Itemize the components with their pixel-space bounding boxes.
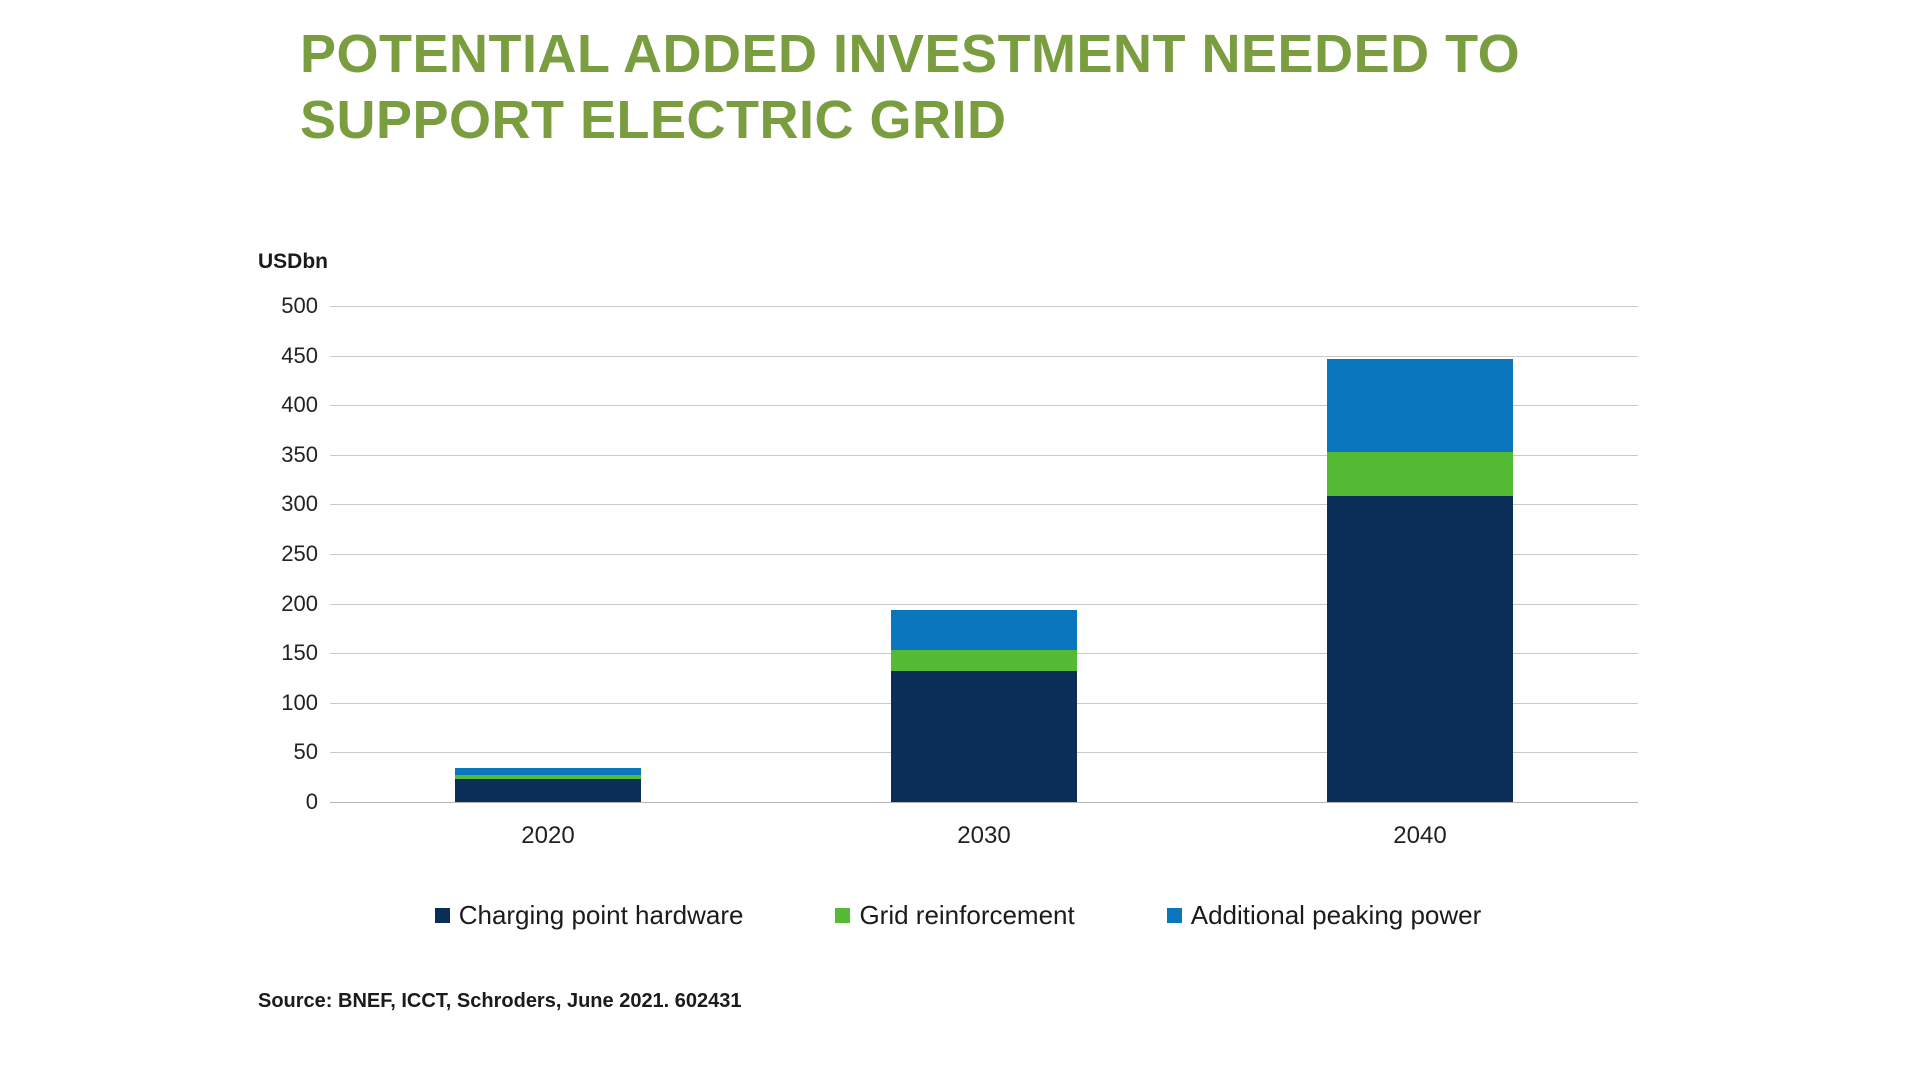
- bar-segment[interactable]: [1327, 451, 1513, 497]
- bar-segment[interactable]: [891, 671, 1077, 802]
- y-axis-tick-label: 250: [281, 541, 318, 566]
- gridline: [330, 454, 1638, 456]
- y-axis-tick-label: 150: [281, 640, 318, 666]
- x-axis-tick-label: 2020: [521, 822, 575, 849]
- chart-container: USDbn 0 50 100 150 200 250 300 350 400 450 500 2020…: [258, 250, 1658, 849]
- y-axis-tick-label: 450: [281, 342, 318, 368]
- bar-2040[interactable]: [1327, 358, 1513, 802]
- y-axis-unit-label: USDbn: [258, 250, 328, 273]
- bar-segment[interactable]: [455, 768, 641, 776]
- legend-item[interactable]: Additional peaking power: [1166, 900, 1482, 931]
- bar-2020[interactable]: [455, 768, 641, 802]
- y-axis-tick-label: 50: [293, 739, 318, 765]
- legend-swatch-icon: [1166, 908, 1182, 923]
- y-axis-tick-label: 500: [281, 293, 318, 318]
- page-title: POTENTIAL ADDED INVESTMENT NEEDED TO SUP…: [300, 24, 1521, 150]
- legend-swatch-icon: [835, 908, 851, 923]
- legend-label: Grid reinforcement: [859, 900, 1075, 930]
- legend-label: Additional peaking power: [1190, 900, 1482, 930]
- gridline: [330, 355, 1638, 357]
- bar-segment[interactable]: [891, 609, 1077, 651]
- y-axis-tick-label: 100: [281, 689, 318, 715]
- chart-legend: Charging point hardware Grid reinforcemen…: [258, 900, 1658, 931]
- legend-item[interactable]: Grid reinforcement: [835, 900, 1075, 931]
- bar-segment[interactable]: [1327, 358, 1513, 452]
- gridline: [330, 504, 1638, 506]
- gridline: [330, 603, 1638, 605]
- legend-swatch-icon: [434, 908, 450, 923]
- gridline: [330, 306, 1638, 307]
- bar-2030[interactable]: [891, 609, 1077, 802]
- y-axis-tick-label: 350: [281, 441, 318, 467]
- y-axis-tick-label: 200: [281, 590, 318, 616]
- bar-segment[interactable]: [455, 775, 641, 780]
- bar-segment[interactable]: [455, 779, 641, 802]
- gridline: [330, 405, 1638, 407]
- x-axis-tick-label: 2030: [957, 822, 1011, 849]
- bar-segment[interactable]: [891, 650, 1077, 672]
- legend-label: Charging point hardware: [458, 900, 744, 930]
- x-axis-tick-label: 2040: [1393, 822, 1447, 849]
- gridline: [330, 554, 1638, 555]
- source-note: Source: BNEF, ICCT, Schroders, June 2021…: [258, 990, 742, 1012]
- y-axis-tick-label: 400: [281, 392, 318, 418]
- legend-item[interactable]: Charging point hardware: [434, 900, 744, 931]
- y-axis-tick-label: 0: [305, 789, 318, 814]
- gridline: [330, 802, 1638, 803]
- bar-segment[interactable]: [1327, 496, 1513, 802]
- y-axis-tick-label: 300: [281, 491, 318, 517]
- plot-area: 0 50 100 150 200 250 300 350 400 450 500 2020 2030 20…: [281, 293, 1638, 849]
